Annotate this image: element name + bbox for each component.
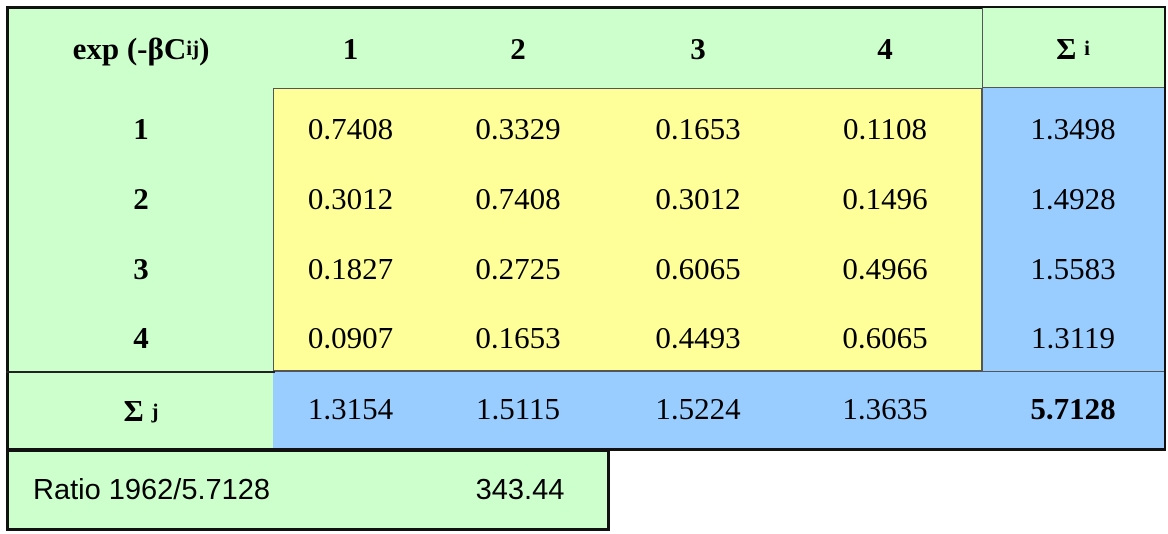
column-sum-cell: 1.5224: [655, 391, 741, 426]
table-cell: 0.1496: [842, 181, 928, 216]
table-cell: 0.1653: [475, 319, 561, 355]
ratio-box: [6, 449, 610, 531]
table-cell: 0.7408: [307, 111, 394, 146]
column-header: 4: [877, 30, 893, 66]
divider: [6, 371, 275, 373]
row-sum-cell: 1.5583: [1030, 251, 1116, 286]
row-sum-cell: 1.3119: [1030, 319, 1116, 355]
column-sum-cell: 1.3154: [307, 391, 394, 426]
table-cell: 0.0907: [307, 319, 394, 355]
row-sum-cell: 1.4928: [1030, 181, 1116, 216]
column-sum-cell: 1.3635: [842, 391, 928, 426]
column-header: 2: [510, 30, 526, 66]
table-cell: 0.6065: [655, 251, 741, 286]
table-cell: 0.3012: [655, 181, 741, 216]
table-cell: 0.6065: [842, 319, 928, 355]
column-header: 3: [690, 30, 706, 66]
row-sum-cell: 1.3498: [1030, 111, 1116, 146]
row-sum-header-cell: [982, 8, 1164, 88]
table-cell: 0.7408: [475, 181, 561, 216]
grand-total-cell: 5.7128: [1030, 391, 1116, 426]
table-cell: 0.1108: [842, 111, 928, 146]
ratio-label: Ratio 1962/5.7128: [33, 473, 271, 506]
row-sum-header: Σ i: [1056, 30, 1090, 66]
column-sum-header: Σ j: [123, 393, 159, 428]
table-cell: 0.2725: [475, 251, 561, 286]
table-cell: 0.1653: [655, 111, 741, 146]
row-header: 4: [133, 319, 149, 355]
column-sum-cell: 1.5115: [475, 391, 561, 426]
table-cell: 0.3012: [307, 181, 394, 216]
row-header: 1: [133, 111, 149, 146]
ratio-value: 343.44: [475, 473, 565, 506]
values-region: [273, 88, 982, 371]
table-cell: 0.4966: [842, 251, 928, 286]
column-sum-row: [273, 371, 1164, 448]
row-header: 2: [133, 181, 149, 216]
row-header: 3: [133, 251, 149, 286]
table-cell: 0.4493: [655, 319, 741, 355]
column-header: 1: [342, 30, 359, 66]
table-cell: 0.1827: [307, 251, 394, 286]
row-sum-column: [982, 88, 1164, 371]
table-cell: 0.3329: [475, 111, 561, 146]
